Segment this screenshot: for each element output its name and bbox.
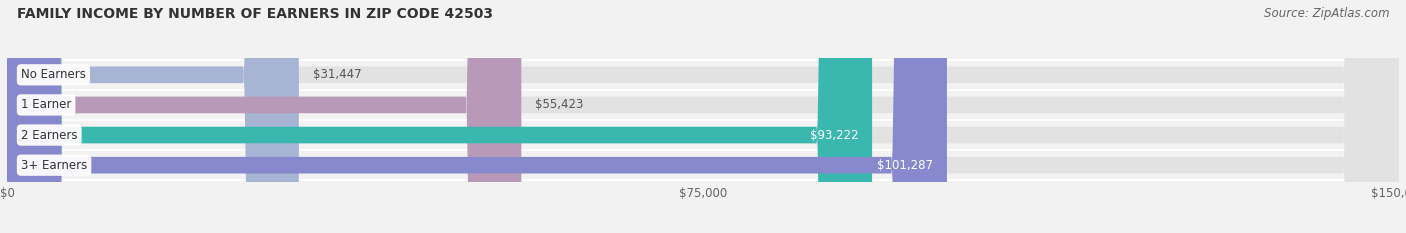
Text: 1 Earner: 1 Earner: [21, 98, 72, 111]
FancyBboxPatch shape: [7, 0, 1399, 233]
FancyBboxPatch shape: [7, 0, 1399, 233]
Text: $31,447: $31,447: [312, 68, 361, 81]
Text: 2 Earners: 2 Earners: [21, 129, 77, 142]
FancyBboxPatch shape: [7, 0, 946, 233]
FancyBboxPatch shape: [7, 0, 872, 233]
Text: 3+ Earners: 3+ Earners: [21, 159, 87, 172]
FancyBboxPatch shape: [7, 0, 1399, 233]
Text: $55,423: $55,423: [536, 98, 583, 111]
Text: FAMILY INCOME BY NUMBER OF EARNERS IN ZIP CODE 42503: FAMILY INCOME BY NUMBER OF EARNERS IN ZI…: [17, 7, 494, 21]
FancyBboxPatch shape: [7, 0, 299, 233]
FancyBboxPatch shape: [7, 0, 522, 233]
Text: Source: ZipAtlas.com: Source: ZipAtlas.com: [1264, 7, 1389, 20]
Text: $93,222: $93,222: [810, 129, 858, 142]
Text: No Earners: No Earners: [21, 68, 86, 81]
Text: $101,287: $101,287: [877, 159, 934, 172]
FancyBboxPatch shape: [7, 0, 1399, 233]
